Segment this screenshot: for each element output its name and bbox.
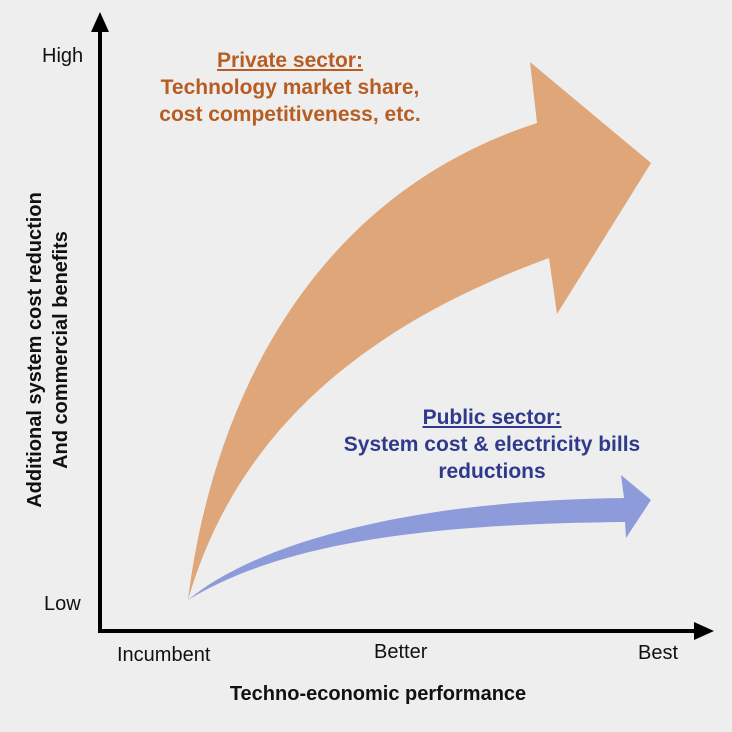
private-sector-heading: Private sector: (217, 49, 363, 72)
public-sector-heading: Public sector: (422, 406, 562, 429)
public-sector-arrow (188, 475, 651, 600)
x-axis-title: Techno-economic performance (229, 683, 527, 705)
private-sector-line2: cost competitiveness, etc. (159, 103, 421, 126)
private-sector-label: Private sector: Technology market share,… (159, 47, 420, 128)
private-sector-arrow (188, 62, 651, 600)
y-axis-title-line2: And commercial benefits (50, 231, 72, 469)
public-sector-line2: reductions (438, 460, 546, 483)
x-tick-incumbent: Incumbent (117, 644, 211, 666)
y-tick-low: Low (44, 593, 81, 615)
x-tick-best: Best (638, 642, 679, 664)
x-axis-arrowhead (694, 622, 714, 640)
y-axis-title: Additional system cost reduction And com… (22, 192, 74, 508)
public-sector-label: Public sector: System cost & electricity… (344, 404, 640, 485)
y-axis-title-line1: Additional system cost reduction (24, 192, 46, 508)
y-axis-arrowhead (91, 12, 109, 32)
private-sector-line1: Technology market share, (160, 76, 420, 99)
x-tick-better: Better (374, 641, 428, 663)
y-tick-high: High (42, 45, 84, 67)
public-sector-line1: System cost & electricity bills (343, 433, 641, 456)
